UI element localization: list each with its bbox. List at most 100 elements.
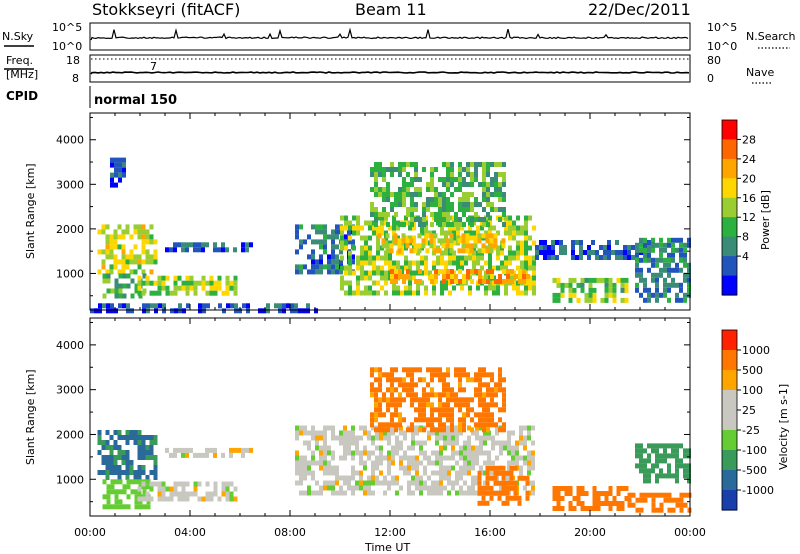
velocity-cell	[423, 450, 427, 456]
velocity-cell	[463, 470, 467, 476]
power-cell	[352, 215, 356, 221]
velocity-cell	[311, 450, 315, 456]
power-cell	[311, 254, 315, 260]
power-cell	[173, 290, 178, 296]
velocity-cell	[370, 382, 374, 388]
velocity-cell	[439, 470, 443, 476]
velocity-cell	[431, 450, 435, 456]
velocity-cell	[351, 470, 355, 476]
velocity-cell	[479, 440, 483, 446]
velocity-cell	[374, 402, 378, 408]
velocity-cell	[363, 445, 367, 451]
velocity-cell	[153, 435, 158, 440]
velocity-cell	[592, 506, 597, 511]
power-cell	[450, 182, 454, 187]
power-cell	[225, 275, 230, 281]
power-cell	[461, 233, 466, 239]
velocity-cell	[295, 480, 299, 486]
velocity-cell	[479, 445, 483, 451]
power-cell	[177, 242, 181, 248]
velocity-cell	[462, 427, 466, 433]
velocity-cell	[157, 486, 162, 492]
power-cell	[482, 207, 486, 212]
velocity-cell	[411, 475, 415, 481]
velocity-cell	[431, 485, 435, 491]
power-cell	[512, 230, 516, 236]
velocity-cell	[327, 470, 331, 476]
velocity-cell	[531, 460, 535, 466]
velocity-cell	[398, 422, 402, 428]
power-cell	[386, 187, 390, 192]
power-cell	[524, 220, 528, 226]
velocity-cell	[387, 465, 391, 471]
power-cell	[295, 224, 299, 230]
velocity-cell	[406, 367, 410, 373]
power-cell	[213, 285, 218, 291]
velocity-cell	[367, 430, 371, 436]
velocity-cell	[442, 387, 446, 393]
velocity-cell	[423, 485, 427, 491]
velocity-cell	[375, 465, 379, 471]
power-cell	[101, 224, 106, 230]
colorbar-segment	[722, 236, 737, 257]
velocity-cell	[430, 372, 434, 378]
power-cell	[624, 287, 629, 293]
power-cell	[498, 187, 502, 192]
power-cell	[294, 303, 298, 309]
power-cell	[643, 282, 647, 288]
velocity-cell	[683, 492, 688, 498]
velocity-cell	[435, 440, 439, 446]
power-cell	[655, 282, 659, 288]
velocity-cell	[502, 377, 506, 383]
power-cell	[486, 162, 490, 167]
power-cell	[153, 259, 158, 265]
power-cell	[651, 272, 655, 278]
velocity-cell	[110, 479, 115, 485]
velocity-cell	[454, 392, 458, 398]
power-cell	[370, 207, 374, 212]
power-cell	[667, 257, 671, 263]
power-cell	[380, 230, 384, 236]
colorbar-tick-label: 1000	[742, 344, 770, 357]
power-cell	[440, 230, 444, 236]
power-cell	[504, 265, 508, 271]
velocity-cell	[531, 450, 535, 456]
power-cell	[466, 202, 470, 207]
velocity-cell	[394, 412, 398, 418]
power-cell	[442, 274, 446, 279]
velocity-cell	[110, 484, 115, 490]
power-cell	[414, 162, 418, 167]
power-cell	[679, 267, 683, 273]
velocity-cell	[450, 407, 454, 413]
power-cell	[114, 182, 118, 188]
power-cell	[490, 182, 494, 187]
power-cell	[382, 172, 386, 177]
velocity-cell	[442, 407, 446, 413]
power-cell	[339, 249, 343, 255]
power-cell	[233, 275, 238, 281]
velocity-cell	[655, 448, 659, 454]
velocity-cell	[604, 501, 609, 506]
velocity-cell	[311, 430, 315, 436]
velocity-cell	[185, 452, 189, 458]
power-cell	[434, 212, 438, 217]
power-cell	[390, 202, 394, 207]
velocity-cell	[145, 445, 150, 450]
velocity-cell	[137, 435, 142, 440]
velocity-cell	[149, 496, 154, 502]
velocity-cell	[467, 440, 471, 446]
velocity-cell	[118, 479, 123, 485]
power-cell	[295, 264, 299, 270]
power-cell	[490, 207, 494, 212]
velocity-cell	[564, 486, 569, 491]
velocity-cell	[233, 486, 238, 492]
velocity-cell	[359, 470, 363, 476]
velocity-cell	[410, 367, 414, 373]
power-cell	[462, 192, 466, 197]
power-cell	[245, 242, 249, 248]
power-cell	[374, 182, 378, 187]
velocity-cell	[501, 500, 506, 506]
power-cell	[368, 290, 372, 296]
velocity-cell	[434, 407, 438, 413]
